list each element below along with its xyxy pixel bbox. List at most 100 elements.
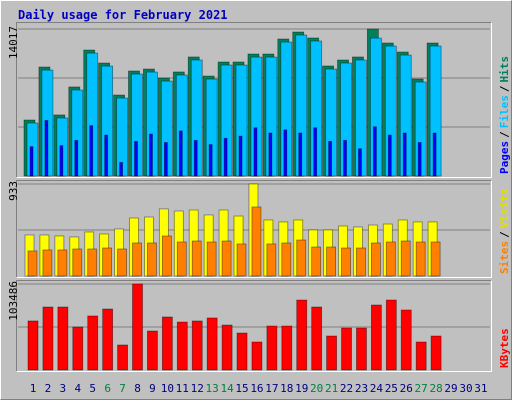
bar <box>44 120 49 177</box>
x-tick-label: 23 <box>355 382 368 395</box>
legend: Pages / Files / Hits <box>498 56 511 174</box>
x-tick-label: 7 <box>119 382 126 395</box>
legend-entry: Visits <box>498 189 511 229</box>
bar <box>432 132 437 177</box>
bar <box>238 135 243 177</box>
bar <box>134 140 138 177</box>
bar <box>223 137 228 177</box>
bar <box>251 341 263 371</box>
bar <box>370 304 382 371</box>
bar <box>268 132 273 177</box>
legend-separator: / <box>498 231 511 238</box>
x-tick-label: 15 <box>235 382 248 395</box>
x-tick-label: 16 <box>250 382 263 395</box>
bar <box>236 332 248 371</box>
x-tick-label: 19 <box>295 382 308 395</box>
bar <box>328 140 333 177</box>
legend-entry: Files <box>498 95 511 128</box>
bar <box>415 341 427 371</box>
x-tick-label: 25 <box>385 382 398 395</box>
x-tick-label: 9 <box>149 382 156 395</box>
x-tick-label: 6 <box>104 382 111 395</box>
x-tick-label: 14 <box>220 382 234 395</box>
bar <box>343 139 347 177</box>
x-tick-label: 12 <box>191 382 204 395</box>
bar <box>296 239 307 277</box>
bar <box>132 242 142 277</box>
bar <box>42 306 54 371</box>
x-tick-label: 17 <box>265 382 278 395</box>
bar <box>298 132 303 177</box>
bar <box>251 206 262 277</box>
legend-entry: KBytes <box>498 328 511 368</box>
panel-edge-dark <box>16 22 492 178</box>
panel-edge-light <box>16 280 492 372</box>
x-tick-label: 2 <box>45 382 52 395</box>
x-tick-label: 27 <box>415 382 428 395</box>
bar <box>104 134 109 177</box>
y-tick-label: 103486 <box>7 281 20 321</box>
legend-separator: / <box>498 131 511 138</box>
x-tick-label: 30 <box>459 382 472 395</box>
y-tick-label: 933 <box>7 181 20 201</box>
bar <box>147 330 158 371</box>
bar <box>119 161 123 177</box>
bar <box>72 326 84 371</box>
bar <box>236 243 247 277</box>
bar <box>430 241 441 277</box>
bar <box>370 242 381 277</box>
bar <box>266 325 278 371</box>
legend: KBytes <box>498 328 511 368</box>
legend-entry: Hits <box>498 56 511 83</box>
panel-edge-dark <box>16 280 492 372</box>
legend-entry: Pages <box>498 141 511 174</box>
bar <box>221 240 232 277</box>
bar <box>326 335 338 371</box>
bar <box>208 144 213 177</box>
y-tick-label: 14017 <box>7 26 20 59</box>
bar <box>356 247 366 277</box>
bar <box>59 145 64 177</box>
x-tick-label: 20 <box>310 382 323 395</box>
bar <box>313 127 318 177</box>
bar <box>117 344 128 371</box>
bar <box>311 306 323 371</box>
bar <box>206 317 218 371</box>
bar <box>402 132 407 177</box>
bar <box>341 327 352 371</box>
panel-edge-light <box>16 22 492 178</box>
bar <box>356 327 367 371</box>
bar <box>296 299 308 371</box>
bar <box>161 235 172 277</box>
bar <box>385 241 396 277</box>
bar <box>281 325 293 371</box>
bar <box>57 306 69 371</box>
bar <box>149 133 153 177</box>
x-tick-label: 22 <box>340 382 353 395</box>
bar <box>400 240 411 277</box>
bar <box>417 142 422 177</box>
bar <box>358 148 362 177</box>
bar <box>176 241 187 277</box>
bar <box>87 315 99 371</box>
x-tick-label: 21 <box>325 382 338 395</box>
x-tick-label: 26 <box>400 382 413 395</box>
x-tick-label: 4 <box>74 382 81 395</box>
bar <box>387 134 392 177</box>
bar <box>132 283 143 371</box>
bar <box>102 308 114 371</box>
x-tick-label: 3 <box>60 382 67 395</box>
x-tick-label: 18 <box>280 382 293 395</box>
bar <box>385 299 397 371</box>
x-tick-label: 24 <box>370 382 384 395</box>
bar <box>283 129 288 177</box>
bar <box>27 320 39 371</box>
bar <box>326 246 337 277</box>
bar <box>372 126 377 177</box>
bar <box>161 316 173 371</box>
panel-edge-light <box>16 180 492 278</box>
bar <box>74 139 79 177</box>
